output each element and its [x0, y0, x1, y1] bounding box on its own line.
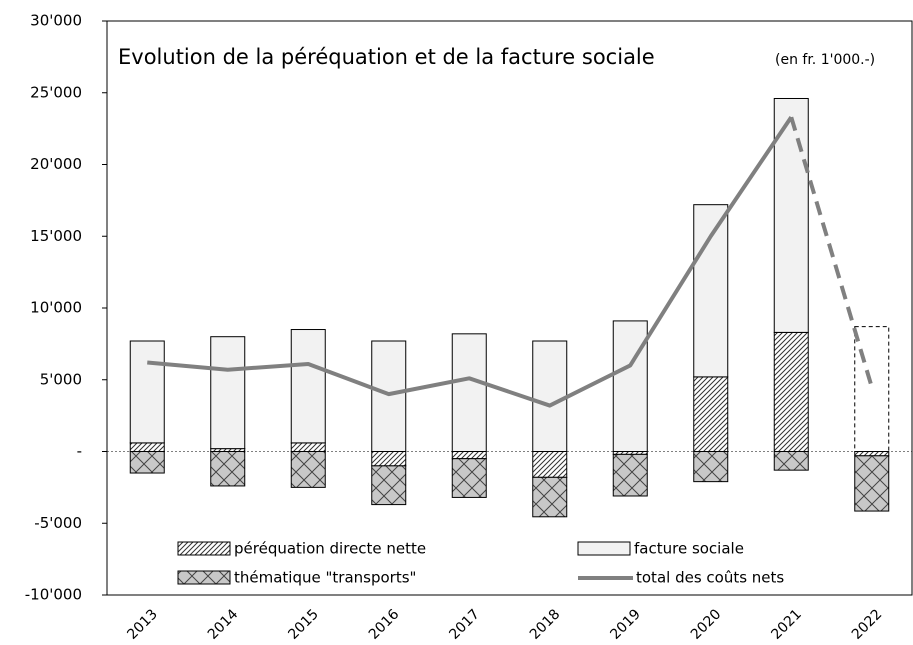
legend-label: facture sociale	[634, 540, 744, 558]
y-tick-label: 10'000	[30, 299, 82, 317]
bar-segment	[693, 451, 729, 483]
bar-segment	[612, 453, 648, 497]
line-series	[789, 116, 874, 388]
x-tick-label: 2022	[849, 606, 886, 643]
x-tick-label: 2014	[205, 606, 242, 643]
x-tick-label: 2013	[124, 606, 161, 643]
y-tick-label: 30'000	[30, 12, 82, 30]
y-tick-label: -5'000	[34, 514, 82, 532]
legend-label: total des coûts nets	[636, 569, 784, 587]
chart-subtitle: (en fr. 1'000.-)	[775, 52, 875, 68]
legend-swatch	[577, 541, 631, 556]
y-tick-label: -	[77, 442, 82, 460]
legend-label: thématique "transports"	[234, 569, 416, 587]
x-tick-label: 2017	[446, 606, 483, 643]
bar-segment	[451, 458, 487, 498]
y-tick-label: 25'000	[30, 83, 82, 101]
bar-segment	[773, 331, 809, 452]
bar-segment	[854, 451, 890, 457]
bar-segment	[371, 465, 407, 506]
bar-segment	[773, 451, 809, 471]
legend-swatch	[177, 541, 231, 556]
legend-swatch	[177, 570, 231, 585]
bar-segment	[532, 451, 568, 478]
bar-segment	[532, 476, 568, 518]
bar-segment	[129, 442, 165, 453]
bar-segment	[210, 336, 246, 450]
bar-segment	[371, 340, 407, 453]
bar-segment	[210, 451, 246, 487]
line-series	[147, 116, 793, 408]
y-tick-label: 5'000	[40, 370, 82, 388]
x-tick-label: 2015	[285, 606, 322, 643]
bar-segment	[693, 204, 729, 378]
bar-segment	[290, 442, 326, 453]
y-tick-label: 15'000	[30, 227, 82, 245]
y-tick-label: -10'000	[25, 586, 82, 604]
y-tick-label: 20'000	[30, 155, 82, 173]
bar-segment	[290, 329, 326, 444]
bar-segment	[854, 455, 890, 512]
bar-segment	[129, 451, 165, 474]
bar-segment	[371, 451, 407, 467]
bar-segment	[854, 326, 890, 452]
bar-segment	[532, 340, 568, 453]
legend-label: péréquation directe nette	[234, 540, 426, 558]
x-tick-label: 2018	[527, 606, 564, 643]
bar-segment	[451, 451, 487, 460]
bar-segment	[451, 333, 487, 452]
chart-title: Evolution de la péréquation et de la fac…	[118, 45, 655, 69]
x-tick-label: 2021	[768, 606, 805, 643]
x-tick-label: 2016	[366, 606, 403, 643]
x-tick-label: 2020	[688, 606, 725, 643]
bar-segment	[129, 340, 165, 444]
x-tick-label: 2019	[607, 606, 644, 643]
bar-segment	[693, 376, 729, 453]
bar-segment	[290, 451, 326, 488]
bar-segment	[612, 320, 648, 453]
